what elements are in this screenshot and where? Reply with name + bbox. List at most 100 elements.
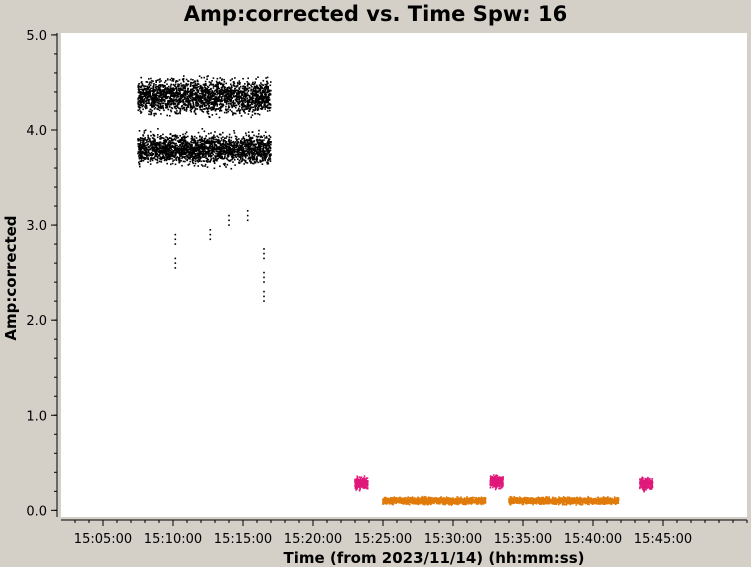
- data-point: [197, 143, 199, 146]
- data-point: [175, 158, 177, 160]
- data-point: [227, 92, 230, 95]
- data-point: [263, 144, 266, 147]
- data-point: [187, 83, 189, 86]
- data-point: [190, 106, 192, 108]
- data-point: [263, 134, 265, 137]
- data-point: [203, 86, 206, 88]
- data-point: [200, 76, 203, 79]
- data-point: [158, 143, 161, 145]
- data-point: [227, 98, 229, 101]
- data-point: [152, 85, 155, 88]
- data-point: [238, 107, 240, 110]
- data-point: [249, 104, 251, 106]
- data-point: [257, 154, 259, 157]
- data-point: [197, 158, 200, 161]
- data-point: [140, 96, 142, 98]
- data-point: [176, 96, 178, 99]
- data-point: [146, 141, 148, 143]
- data-point: [265, 150, 267, 152]
- data-point: [200, 145, 202, 148]
- data-point: [246, 81, 249, 83]
- data-point: [364, 486, 367, 488]
- data-point: [252, 91, 254, 93]
- data-point: [225, 157, 228, 159]
- data-point: [248, 143, 251, 145]
- data-point: [185, 154, 188, 157]
- data-point: [175, 80, 178, 82]
- data-point: [166, 162, 168, 165]
- data-point: [145, 94, 147, 97]
- data-point: [158, 149, 161, 151]
- data-point: [355, 486, 358, 489]
- data-point: [208, 146, 211, 149]
- data-point: [162, 137, 165, 139]
- data-point: [138, 91, 140, 94]
- data-point: [190, 91, 192, 93]
- data-point: [219, 143, 222, 146]
- data-point: [221, 139, 223, 141]
- data-point: [148, 101, 150, 103]
- data-point: [175, 86, 178, 88]
- data-point: [269, 136, 272, 138]
- data-point: [163, 109, 165, 112]
- data-point: [195, 158, 197, 160]
- data-point: [190, 108, 193, 111]
- data-point: [172, 78, 175, 80]
- data-point: [143, 93, 145, 96]
- data-point: [227, 103, 230, 105]
- data-point: [162, 143, 165, 145]
- data-point: [219, 103, 221, 106]
- data-point: [270, 153, 272, 155]
- data-point: [210, 98, 213, 100]
- data-point: [153, 84, 155, 87]
- data-point: [188, 102, 190, 105]
- data-point: [228, 133, 231, 136]
- data-point: [156, 152, 158, 155]
- data-point: [267, 86, 269, 89]
- data-point: [159, 84, 161, 86]
- data-point: [210, 97, 212, 99]
- data-point: [228, 138, 231, 141]
- data-point: [142, 144, 144, 146]
- data-point: [181, 152, 183, 154]
- data-point: [216, 77, 219, 80]
- data-point: [489, 475, 492, 477]
- data-point: [251, 141, 254, 144]
- data-point: [250, 84, 252, 87]
- data-point: [173, 88, 176, 91]
- data-point: [167, 147, 169, 150]
- data-point: [147, 161, 149, 163]
- data-point: [264, 143, 266, 145]
- data-point: [172, 134, 174, 137]
- data-point: [160, 157, 163, 159]
- data-point: [233, 154, 236, 157]
- data-point: [226, 93, 229, 96]
- data-point: [202, 96, 204, 98]
- data-point: [224, 92, 227, 94]
- data-point: [216, 148, 219, 151]
- data-point: [139, 96, 141, 99]
- data-point: [175, 144, 178, 147]
- data-point: [170, 92, 173, 94]
- data-point: [241, 146, 244, 148]
- data-point: [232, 153, 235, 155]
- data-point: [262, 159, 265, 161]
- data-point: [201, 90, 203, 92]
- data-point: [500, 480, 502, 483]
- data-point: [178, 107, 180, 110]
- data-point: [224, 91, 227, 93]
- data-point: [224, 152, 227, 154]
- data-point: [140, 154, 143, 157]
- data-point: [241, 104, 243, 106]
- data-point: [163, 98, 166, 101]
- data-point: [235, 156, 237, 158]
- data-point: [181, 95, 183, 98]
- data-point: [365, 482, 368, 484]
- data-point: [138, 163, 141, 166]
- data-point: [245, 153, 247, 155]
- data-point: [183, 91, 186, 94]
- data-point: [267, 106, 269, 109]
- data-point: [182, 156, 185, 158]
- data-point: [156, 90, 158, 92]
- data-point: [213, 146, 215, 149]
